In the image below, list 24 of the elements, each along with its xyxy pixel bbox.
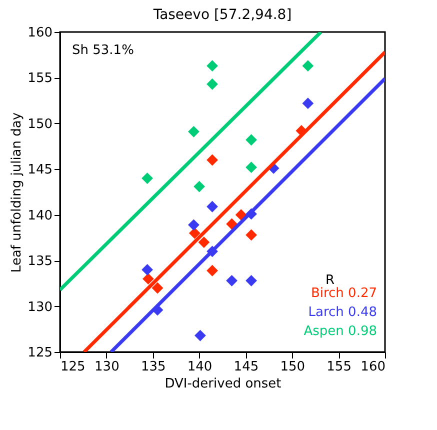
text: Larch 0.48 bbox=[308, 305, 377, 320]
y-tick-label: 160 bbox=[28, 26, 52, 40]
x-tick-label: 125 bbox=[60, 360, 86, 374]
x-tick-label: 160 bbox=[360, 360, 386, 374]
legend-title: R bbox=[325, 273, 335, 288]
x-tick-label: 130 bbox=[94, 360, 120, 374]
x-tick-label: 145 bbox=[234, 360, 259, 374]
chart-title: Taseevo [57.2,94.8] bbox=[152, 7, 292, 23]
x-tick-label: 140 bbox=[187, 360, 212, 374]
y-tick-label: 150 bbox=[28, 116, 52, 132]
y-tick-label: 125 bbox=[28, 346, 52, 360]
annotation: Sh 53.1% bbox=[72, 43, 134, 58]
y-tick-label: 135 bbox=[28, 254, 52, 270]
y-tick-label: 140 bbox=[28, 208, 52, 224]
y-tick-label: 130 bbox=[28, 300, 52, 315]
x-tick-label: 135 bbox=[140, 360, 166, 374]
x-tick-label: 150 bbox=[280, 360, 306, 374]
y-tick-label: 155 bbox=[28, 71, 52, 86]
y-axis-title: Leaf unfolding julian day bbox=[10, 112, 25, 273]
text: Birch 0.27 bbox=[310, 286, 377, 301]
x-tick-label: 155 bbox=[326, 360, 352, 374]
text: Aspen 0.98 bbox=[304, 324, 377, 339]
y-tick-label: 145 bbox=[28, 162, 52, 178]
x-axis-title: DVI-derived onset bbox=[164, 376, 282, 392]
